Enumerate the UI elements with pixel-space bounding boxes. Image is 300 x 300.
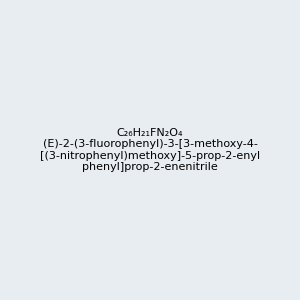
Text: C₂₆H₂₁FN₂O₄
(E)-2-(3-fluorophenyl)-3-[3-methoxy-4-
[(3-nitrophenyl)methoxy]-5-pr: C₂₆H₂₁FN₂O₄ (E)-2-(3-fluorophenyl)-3-[3-… [40, 128, 260, 172]
